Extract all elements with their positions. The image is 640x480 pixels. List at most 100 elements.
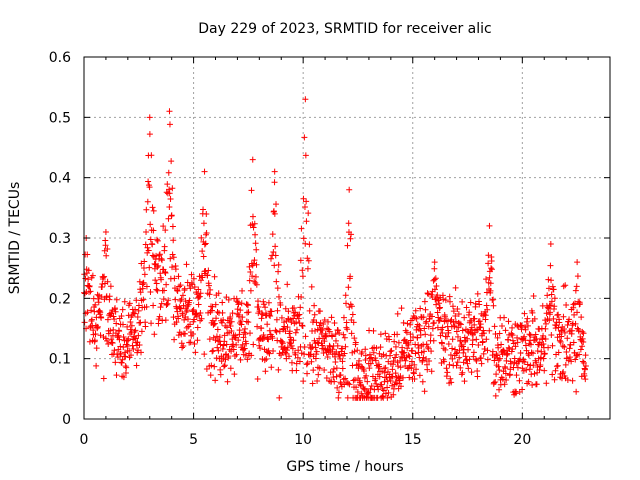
data-point <box>186 297 193 304</box>
data-point <box>299 267 306 274</box>
data-point <box>265 336 272 343</box>
data-point <box>457 364 464 371</box>
data-point <box>228 327 235 334</box>
data-point <box>160 223 167 230</box>
data-point <box>313 319 320 326</box>
data-point <box>567 341 574 348</box>
data-point <box>234 298 241 305</box>
data-point <box>158 255 165 262</box>
data-point <box>566 354 573 361</box>
data-point <box>228 318 235 325</box>
data-point <box>171 275 178 282</box>
data-point <box>263 356 270 363</box>
data-point <box>151 331 158 338</box>
data-point <box>454 305 461 312</box>
data-point <box>432 275 439 282</box>
data-point <box>439 324 446 331</box>
data-point <box>104 246 111 253</box>
data-point <box>140 296 147 303</box>
data-point <box>239 287 246 294</box>
data-point <box>304 360 311 367</box>
data-point <box>563 301 570 308</box>
data-point <box>548 291 555 298</box>
data-point <box>487 280 494 287</box>
data-point <box>272 327 279 334</box>
data-point <box>362 352 369 359</box>
data-point <box>406 353 413 360</box>
data-point <box>252 231 259 238</box>
data-point <box>162 317 169 324</box>
data-point <box>288 359 295 366</box>
data-point <box>234 306 241 313</box>
data-point <box>270 208 277 215</box>
data-point <box>394 331 401 338</box>
data-point <box>413 366 420 373</box>
data-point <box>197 310 204 317</box>
data-point <box>177 305 184 312</box>
data-point <box>546 317 553 324</box>
data-point <box>548 331 555 338</box>
data-point <box>545 285 552 292</box>
data-point <box>544 292 551 299</box>
data-point <box>174 288 181 295</box>
data-point <box>277 301 284 308</box>
data-point <box>406 374 413 381</box>
data-point <box>447 375 454 382</box>
data-point <box>582 366 589 373</box>
data-point <box>126 300 133 307</box>
data-point <box>335 394 342 401</box>
data-point <box>107 283 114 290</box>
data-point <box>323 374 330 381</box>
data-point <box>253 281 260 288</box>
data-point <box>314 377 321 384</box>
data-point <box>344 394 351 401</box>
data-point <box>107 327 114 334</box>
data-point <box>430 337 437 344</box>
data-point <box>345 284 352 291</box>
data-point <box>452 313 459 320</box>
data-point <box>561 329 568 336</box>
data-point <box>143 303 150 310</box>
data-point <box>113 372 120 379</box>
data-point <box>197 277 204 284</box>
data-point <box>373 345 380 352</box>
data-point <box>483 302 490 309</box>
data-point <box>292 309 299 316</box>
data-point <box>450 308 457 315</box>
data-point <box>447 318 454 325</box>
data-point <box>332 359 339 366</box>
data-point <box>312 327 319 334</box>
data-point <box>488 258 495 265</box>
data-point <box>386 336 393 343</box>
data-point <box>507 366 514 373</box>
data-point <box>397 383 404 390</box>
data-point <box>104 337 111 344</box>
data-point <box>261 334 268 341</box>
data-point <box>150 227 157 234</box>
data-point <box>171 336 178 343</box>
data-point <box>494 334 501 341</box>
data-point <box>362 346 369 353</box>
data-point <box>195 301 202 308</box>
data-point <box>531 315 538 322</box>
data-point <box>330 365 337 372</box>
data-point <box>426 357 433 364</box>
data-point <box>474 290 481 297</box>
data-point <box>580 330 587 337</box>
data-point <box>394 359 401 366</box>
data-point <box>480 330 487 337</box>
data-point <box>354 388 361 395</box>
data-point <box>278 314 285 321</box>
data-point <box>543 320 550 327</box>
data-point <box>264 321 271 328</box>
data-point <box>551 376 558 383</box>
data-point <box>289 345 296 352</box>
data-point <box>514 339 521 346</box>
data-point <box>496 367 503 374</box>
data-point <box>316 365 323 372</box>
data-point <box>537 354 544 361</box>
data-point <box>201 351 208 358</box>
data-point <box>366 365 373 372</box>
data-point <box>218 358 225 365</box>
data-point <box>422 320 429 327</box>
